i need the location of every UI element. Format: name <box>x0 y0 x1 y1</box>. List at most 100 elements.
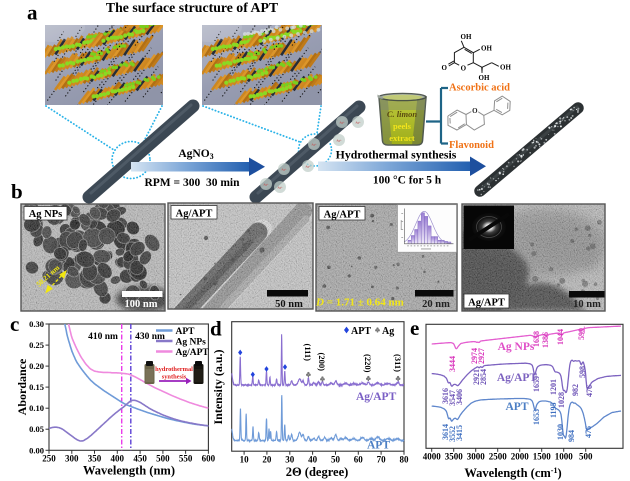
svg-text:80: 80 <box>400 455 410 465</box>
svg-text:410 nm: 410 nm <box>88 332 118 342</box>
svg-text:O: O <box>442 64 448 72</box>
svg-text:Wavelength (cm-1): Wavelength (cm-1) <box>464 466 561 480</box>
svg-text:450: 450 <box>133 454 147 464</box>
svg-text:Ag/APT: Ag/APT <box>468 298 505 309</box>
svg-text:400: 400 <box>111 454 125 464</box>
svg-text:Abordance: Abordance <box>15 358 29 415</box>
svg-text:1653: 1653 <box>532 409 541 425</box>
svg-text:O: O <box>472 107 478 115</box>
svg-text:3547: 3547 <box>448 390 457 406</box>
svg-text:1028: 1028 <box>557 392 566 408</box>
svg-text:RPM = 300 30 min: RPM = 300 30 min <box>144 177 240 189</box>
svg-text:a: a <box>27 1 38 25</box>
svg-text:Ag+: Ag+ <box>281 168 287 172</box>
svg-text:OH: OH <box>481 45 492 53</box>
svg-text:D = 1.71 ± 0.64 nm: D = 1.71 ± 0.64 nm <box>315 297 404 309</box>
svg-text:0.00: 0.00 <box>29 445 44 455</box>
svg-text:Ag+: Ag+ <box>355 121 361 125</box>
svg-text:3415: 3415 <box>455 425 464 441</box>
svg-text:500: 500 <box>579 452 593 462</box>
svg-text:b: b <box>11 180 23 204</box>
svg-text:100 °C for 5 h: 100 °C for 5 h <box>373 175 442 187</box>
svg-text:40: 40 <box>308 455 318 465</box>
svg-text:100 nm: 100 nm <box>125 299 158 310</box>
svg-text:Ag: Ag <box>382 326 394 337</box>
svg-text:O: O <box>461 65 467 73</box>
svg-text:Ag/APT: Ag/APT <box>356 391 397 403</box>
svg-text:The surface structure of APT: The surface structure of APT <box>106 0 278 15</box>
svg-text:OH: OH <box>461 33 472 41</box>
svg-text:350: 350 <box>88 454 102 464</box>
svg-text:Ag/APT: Ag/APT <box>176 348 210 358</box>
svg-text:OH: OH <box>479 74 490 82</box>
svg-text:Wavelength (nm): Wavelength (nm) <box>83 464 175 478</box>
svg-text:1659: 1659 <box>532 376 541 392</box>
svg-text:Ag+: Ag+ <box>311 143 317 147</box>
svg-text:982: 982 <box>571 384 580 396</box>
svg-text:Hydrothermal synthesis: Hydrothermal synthesis <box>336 148 457 162</box>
svg-text:3500: 3500 <box>445 452 464 462</box>
svg-text:3616: 3616 <box>441 388 450 404</box>
svg-text:20 nm: 20 nm <box>422 299 450 310</box>
svg-text:10 nm: 10 nm <box>573 299 601 310</box>
svg-text:2Θ (degree): 2Θ (degree) <box>286 465 349 479</box>
svg-text:1000: 1000 <box>555 452 574 462</box>
svg-text:1386: 1386 <box>541 332 550 348</box>
svg-text:Ag+: Ag+ <box>305 165 311 169</box>
svg-text:250: 250 <box>42 454 56 464</box>
svg-text:4000: 4000 <box>423 452 442 462</box>
svg-text:(220): (220) <box>363 354 373 373</box>
svg-text:598: 598 <box>578 366 587 378</box>
svg-text:0.10: 0.10 <box>29 403 44 413</box>
svg-text:10: 10 <box>240 455 250 465</box>
svg-text:0.30: 0.30 <box>29 319 44 329</box>
svg-text:extract: extract <box>389 133 415 143</box>
svg-text:50: 50 <box>331 455 341 465</box>
svg-text:2000: 2000 <box>511 452 530 462</box>
svg-text:550: 550 <box>179 454 193 464</box>
svg-text:APT: APT <box>351 326 371 337</box>
svg-text:60: 60 <box>354 455 364 465</box>
svg-text:30: 30 <box>285 455 295 465</box>
svg-text:3444: 3444 <box>448 356 457 372</box>
svg-text:0.20: 0.20 <box>29 361 44 371</box>
svg-text:500: 500 <box>156 454 170 464</box>
svg-text:1030: 1030 <box>556 424 565 440</box>
svg-text:Ag NPs: Ag NPs <box>176 338 207 348</box>
svg-text:300: 300 <box>65 454 79 464</box>
svg-text:OH: OH <box>500 64 511 72</box>
svg-text:Flavonoid: Flavonoid <box>449 140 494 151</box>
svg-text:APT: APT <box>367 440 390 452</box>
svg-text:(111): (111) <box>303 344 313 362</box>
svg-text:2921: 2921 <box>472 369 481 385</box>
svg-text:0.25: 0.25 <box>29 340 44 350</box>
svg-text:Ag NPs: Ag NPs <box>498 341 535 353</box>
svg-text:1638: 1638 <box>532 331 541 347</box>
svg-text:0.05: 0.05 <box>29 424 44 434</box>
svg-text:3552: 3552 <box>448 426 457 442</box>
svg-text:C. limon: C. limon <box>387 109 418 119</box>
svg-text:Ag/APT: Ag/APT <box>324 210 361 221</box>
svg-text:hydrothermal: hydrothermal <box>155 366 193 373</box>
svg-text:3406: 3406 <box>455 389 464 405</box>
svg-text:AgNO3: AgNO3 <box>178 148 213 161</box>
svg-text:APT: APT <box>506 401 529 413</box>
svg-text:50 nm: 50 nm <box>275 299 303 310</box>
svg-text:Ag+: Ag+ <box>263 183 269 187</box>
svg-text:(200): (200) <box>317 353 327 372</box>
svg-text:2854: 2854 <box>479 369 488 385</box>
svg-text:476: 476 <box>585 385 594 397</box>
svg-text:(311): (311) <box>393 354 403 372</box>
svg-text:Ag+: Ag+ <box>339 121 345 125</box>
svg-text:APT: APT <box>176 327 196 337</box>
svg-text:1195: 1195 <box>549 402 558 418</box>
svg-text:Ag/APT: Ag/APT <box>497 372 538 384</box>
svg-text:1044: 1044 <box>556 329 565 345</box>
svg-text:c: c <box>10 312 19 336</box>
svg-text:2974: 2974 <box>470 348 479 364</box>
svg-text:synthesis: synthesis <box>162 374 187 381</box>
svg-text:20: 20 <box>262 455 272 465</box>
svg-text:Intensity (a.u.): Intensity (a.u.) <box>211 349 225 424</box>
svg-text:Ag NPs: Ag NPs <box>29 209 63 220</box>
svg-text:984: 984 <box>567 430 576 442</box>
